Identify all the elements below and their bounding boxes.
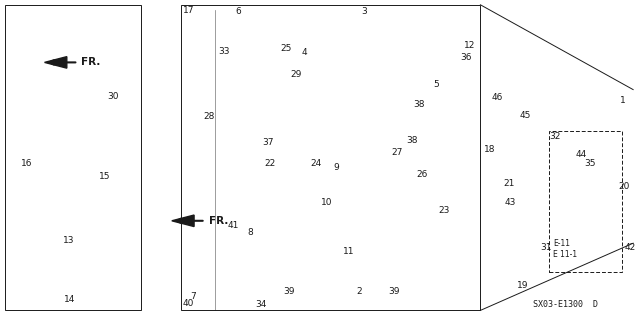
Text: 34: 34 (255, 300, 266, 309)
Bar (182, 5, 480, 310)
Text: 37: 37 (263, 138, 275, 147)
Text: E-11: E-11 (553, 239, 570, 248)
Text: 45: 45 (520, 111, 531, 120)
Text: 30: 30 (108, 92, 119, 100)
Text: 27: 27 (391, 148, 403, 156)
Text: 13: 13 (63, 236, 75, 245)
Text: 38: 38 (413, 100, 424, 109)
Text: 10: 10 (320, 198, 332, 207)
Text: 4: 4 (301, 48, 307, 57)
Text: 9: 9 (333, 163, 339, 172)
Polygon shape (45, 57, 67, 68)
Text: 23: 23 (438, 206, 450, 215)
Text: 35: 35 (585, 159, 596, 168)
Text: 29: 29 (291, 70, 302, 79)
Bar (5, 5, 141, 310)
Text: 5: 5 (433, 80, 439, 89)
Text: 28: 28 (203, 112, 215, 121)
Text: 6: 6 (236, 7, 241, 16)
Text: SX03-E1300  D: SX03-E1300 D (533, 300, 598, 309)
Polygon shape (172, 215, 194, 227)
Text: 21: 21 (503, 179, 515, 188)
Text: 33: 33 (218, 47, 230, 56)
Text: 16: 16 (21, 159, 32, 168)
Text: 26: 26 (416, 170, 427, 179)
Text: FR.: FR. (82, 57, 101, 68)
Text: 18: 18 (484, 145, 496, 154)
Text: 22: 22 (265, 159, 276, 168)
Text: 19: 19 (517, 281, 529, 290)
Text: 25: 25 (281, 44, 292, 53)
Text: 8: 8 (247, 228, 253, 237)
Text: 15: 15 (99, 172, 111, 181)
Text: 44: 44 (575, 150, 587, 159)
Text: 42: 42 (624, 243, 636, 252)
Bar (548, 131, 622, 272)
Text: 41: 41 (228, 221, 240, 230)
Text: 7: 7 (190, 292, 196, 301)
Text: 32: 32 (549, 132, 561, 141)
Text: 24: 24 (311, 159, 322, 168)
Text: 20: 20 (618, 182, 629, 191)
Text: 46: 46 (492, 93, 503, 102)
Text: 39: 39 (389, 287, 400, 296)
Text: 36: 36 (460, 53, 471, 62)
Text: 43: 43 (505, 198, 516, 207)
Text: 3: 3 (361, 7, 367, 16)
Text: 11: 11 (343, 247, 354, 256)
Text: E 11-1: E 11-1 (553, 250, 577, 259)
Text: 40: 40 (183, 300, 194, 308)
Text: 17: 17 (183, 6, 194, 15)
Text: 31: 31 (540, 244, 552, 252)
Text: FR.: FR. (209, 216, 228, 226)
Text: 1: 1 (620, 96, 626, 105)
Text: 38: 38 (406, 136, 418, 145)
Text: 14: 14 (64, 295, 76, 304)
Text: 12: 12 (464, 41, 475, 50)
Text: 39: 39 (283, 287, 295, 296)
Text: 2: 2 (357, 287, 362, 296)
